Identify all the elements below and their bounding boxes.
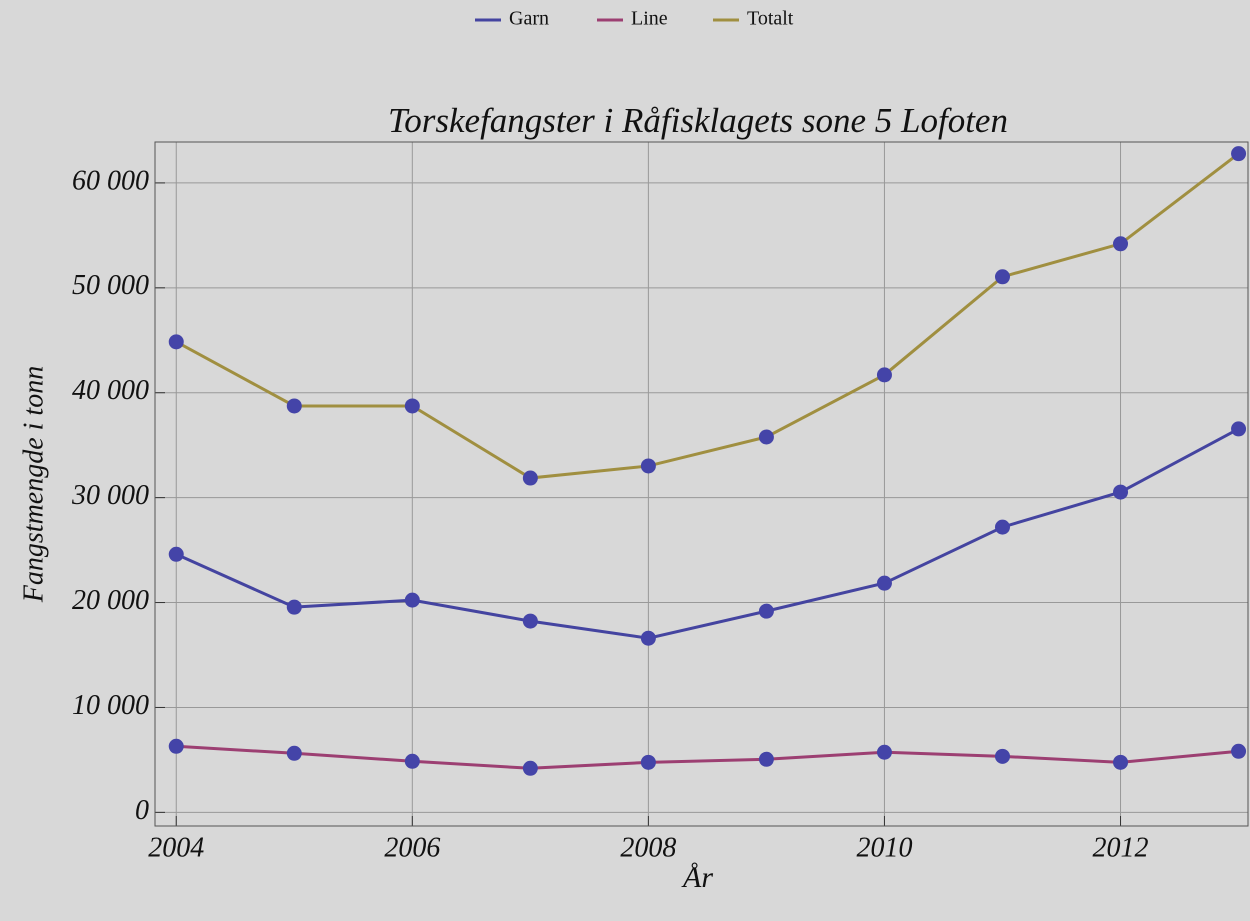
data-point <box>640 630 656 646</box>
y-axis-label: Fangstmengde i tonn <box>18 366 49 603</box>
data-point <box>522 613 538 629</box>
y-tick-label: 50 000 <box>72 270 149 301</box>
x-tick-label: 2008 <box>620 832 676 863</box>
x-tick-label: 2004 <box>148 832 204 863</box>
legend-label: Totalt <box>747 8 794 30</box>
data-point <box>1231 146 1247 162</box>
data-point <box>758 429 774 445</box>
series-line <box>175 152 1240 480</box>
legend-label: Garn <box>509 8 549 30</box>
data-point <box>640 754 656 770</box>
series-line <box>175 427 1240 640</box>
y-tick-label: 10 000 <box>72 690 149 721</box>
y-tick-label: 0 <box>135 795 149 826</box>
data-point <box>876 575 892 591</box>
data-point <box>1113 236 1129 252</box>
data-point <box>404 398 420 414</box>
data-point <box>1231 743 1247 759</box>
series-line <box>176 744 1239 770</box>
x-axis-label: År <box>681 861 713 894</box>
data-point <box>168 334 184 350</box>
data-point <box>640 458 656 474</box>
data-point <box>1113 484 1129 500</box>
data-point <box>758 751 774 767</box>
data-point <box>522 470 538 486</box>
data-point <box>404 592 420 608</box>
x-tick-label: 2010 <box>856 832 912 863</box>
x-tick-label: 2012 <box>1093 832 1149 863</box>
data-point <box>876 744 892 760</box>
data-point <box>994 269 1010 285</box>
data-point <box>1113 754 1129 770</box>
plot-frame <box>154 141 1249 827</box>
data-point <box>1231 421 1247 437</box>
data-point <box>994 748 1010 764</box>
data-point <box>168 738 184 754</box>
data-point <box>994 519 1010 535</box>
data-point <box>758 603 774 619</box>
y-tick-label: 60 000 <box>72 165 149 196</box>
data-point <box>404 753 420 769</box>
data-point <box>286 599 302 615</box>
y-tick-label: 30 000 <box>71 480 149 511</box>
data-point <box>286 745 302 761</box>
data-point <box>168 546 184 562</box>
y-tick-label: 40 000 <box>72 375 149 406</box>
x-tick-label: 2006 <box>384 832 440 863</box>
y-tick-label: 20 000 <box>72 585 149 616</box>
data-point <box>522 760 538 776</box>
chart-title: Torskefangster i Råfisklagets sone 5 Lof… <box>388 101 1008 140</box>
data-point <box>876 367 892 383</box>
legend-label: Line <box>631 8 668 30</box>
data-point <box>286 398 302 414</box>
